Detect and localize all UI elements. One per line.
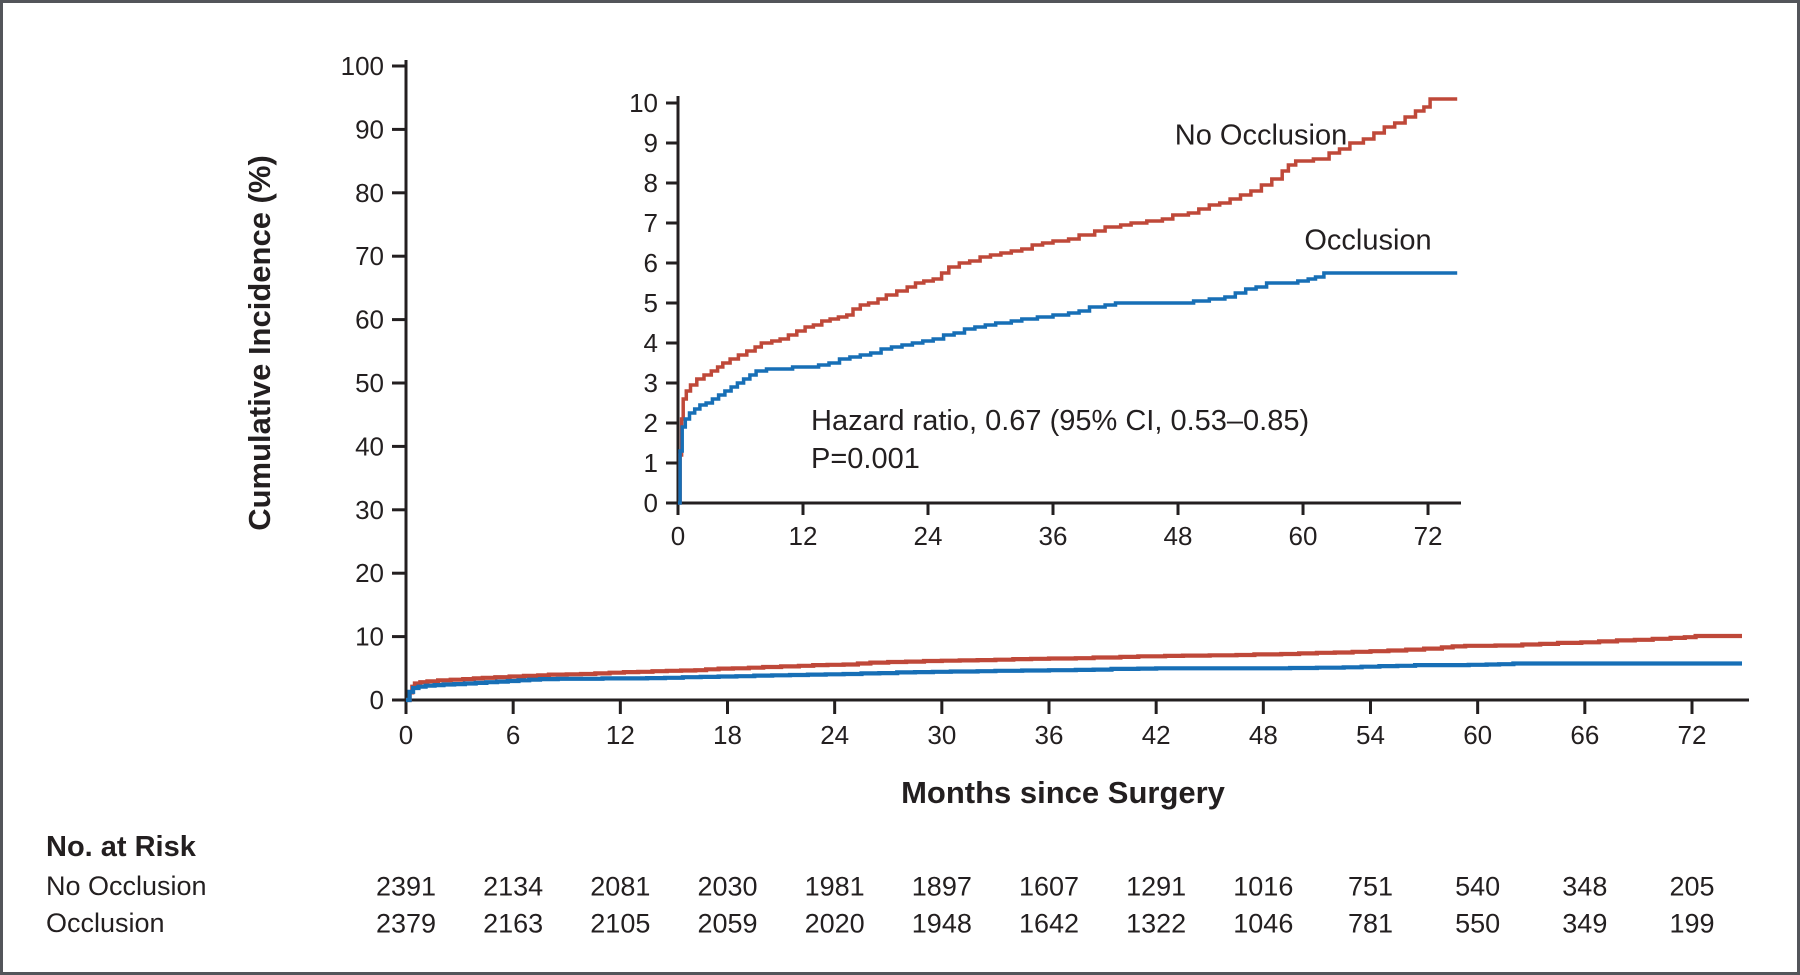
- main-y-tick-label: 50: [355, 368, 384, 398]
- main-x-tick-label: 6: [506, 720, 520, 750]
- main-x-tick-label: 48: [1249, 720, 1278, 750]
- main-y-tick-label: 40: [355, 431, 384, 461]
- risk-value-no-occlusion-m72: 205: [1669, 871, 1715, 902]
- main-x-tick-label: 24: [820, 720, 849, 750]
- series-label-no-occlusion: No Occlusion: [1174, 119, 1348, 152]
- risk-value-no-occlusion-m12: 2081: [590, 871, 651, 902]
- risk-value-no-occlusion-m0: 2391: [375, 871, 437, 902]
- risk-value-occlusion-m36: 1642: [1018, 908, 1080, 939]
- risk-value-no-occlusion-m66: 348: [1562, 871, 1608, 902]
- inset-y-tick-label: 10: [629, 88, 658, 118]
- risk-value-no-occlusion-m24: 1981: [804, 871, 865, 902]
- inset-x-tick-label: 0: [671, 521, 685, 551]
- risk-value-occlusion-m24: 2020: [804, 908, 865, 939]
- inset-y-tick-label: 2: [644, 408, 658, 438]
- p-value-annotation: P=0.001: [811, 443, 920, 475]
- main-x-tick-label: 36: [1035, 720, 1064, 750]
- inset-y-tick-label: 7: [644, 208, 658, 238]
- risk-value-no-occlusion-m54: 751: [1347, 871, 1394, 902]
- inset-y-tick-label: 6: [644, 248, 658, 278]
- risk-value-occlusion-m48: 1046: [1233, 908, 1294, 939]
- main-y-tick-label: 60: [355, 305, 384, 335]
- main-x-tick-label: 30: [927, 720, 956, 750]
- main-x-tick-label: 60: [1463, 720, 1492, 750]
- risk-value-no-occlusion-m42: 1291: [1126, 871, 1187, 902]
- risk-value-no-occlusion-m30: 1897: [911, 871, 972, 902]
- y-axis-title: Cumulative Incidence (%): [242, 155, 277, 531]
- inset-x-tick-label: 60: [1289, 521, 1318, 551]
- main-y-tick-label: 90: [355, 114, 384, 144]
- inset-x-tick-label: 24: [914, 521, 943, 551]
- inset-y-tick-label: 5: [644, 288, 658, 318]
- risk-value-occlusion-m0: 2379: [375, 908, 437, 939]
- risk-value-occlusion-m6: 2163: [483, 908, 544, 939]
- inset-y-tick-label: 0: [644, 488, 658, 518]
- risk-value-occlusion-m66: 349: [1562, 908, 1608, 939]
- x-axis-title: Months since Surgery: [901, 775, 1225, 810]
- inset-y-tick-label: 8: [644, 168, 658, 198]
- risk-value-occlusion-m12: 2105: [590, 908, 651, 939]
- main-y-tick-label: 30: [355, 495, 384, 525]
- risk-value-no-occlusion-m6: 2134: [483, 871, 544, 902]
- inset-x-tick-label: 36: [1039, 521, 1068, 551]
- risk-row-label-no-occlusion: No Occlusion: [46, 871, 207, 901]
- main-curve-occlusion: [406, 661, 1742, 703]
- inset-curve-occlusion: [678, 271, 1458, 505]
- inset-y-tick-label: 3: [644, 368, 658, 398]
- inset-y-tick-label: 4: [644, 328, 658, 358]
- risk-value-no-occlusion-m48: 1016: [1233, 871, 1294, 902]
- risk-value-occlusion-m42: 1322: [1126, 908, 1187, 939]
- inset-x-tick-label: 12: [789, 521, 818, 551]
- risk-value-occlusion-m54: 781: [1347, 908, 1394, 939]
- inset-curve-no-occlusion: [678, 97, 1458, 505]
- risk-value-no-occlusion-m60: 540: [1455, 871, 1501, 902]
- hazard-ratio-annotation: Hazard ratio, 0.67 (95% CI, 0.53–0.85): [811, 405, 1310, 437]
- series-label-occlusion: Occlusion: [1304, 224, 1432, 257]
- risk-table-header: No. at Risk: [46, 831, 196, 863]
- main-y-tick-label: 0: [370, 685, 384, 715]
- risk-value-occlusion-m60: 550: [1455, 908, 1501, 939]
- risk-row-label-occlusion: Occlusion: [46, 908, 165, 938]
- risk-value-occlusion-m30: 1948: [911, 908, 972, 939]
- main-curve-no-occlusion: [406, 633, 1742, 703]
- risk-value-no-occlusion-m18: 2030: [697, 871, 758, 902]
- main-y-tick-label: 70: [355, 241, 384, 271]
- main-x-tick-label: 18: [713, 720, 742, 750]
- main-x-tick-label: 66: [1570, 720, 1599, 750]
- main-x-tick-label: 72: [1678, 720, 1707, 750]
- main-x-tick-label: 12: [606, 720, 635, 750]
- main-y-tick-label: 100: [341, 51, 384, 81]
- main-x-tick-label: 54: [1356, 720, 1385, 750]
- risk-value-no-occlusion-m36: 1607: [1018, 871, 1080, 902]
- inset-x-tick-label: 72: [1414, 521, 1443, 551]
- main-x-tick-label: 0: [399, 720, 413, 750]
- inset-y-tick-label: 1: [644, 448, 658, 478]
- inset-y-tick-label: 9: [644, 128, 658, 158]
- main-x-tick-label: 42: [1142, 720, 1171, 750]
- inset-x-tick-label: 48: [1164, 521, 1193, 551]
- main-y-tick-label: 20: [355, 558, 384, 588]
- inset-axis-line: [676, 96, 1461, 505]
- risk-value-occlusion-m72: 199: [1669, 908, 1715, 939]
- main-y-tick-label: 10: [355, 622, 384, 652]
- main-axis-line: [404, 60, 1749, 702]
- risk-value-occlusion-m18: 2059: [697, 908, 758, 939]
- main-y-tick-label: 80: [355, 178, 384, 208]
